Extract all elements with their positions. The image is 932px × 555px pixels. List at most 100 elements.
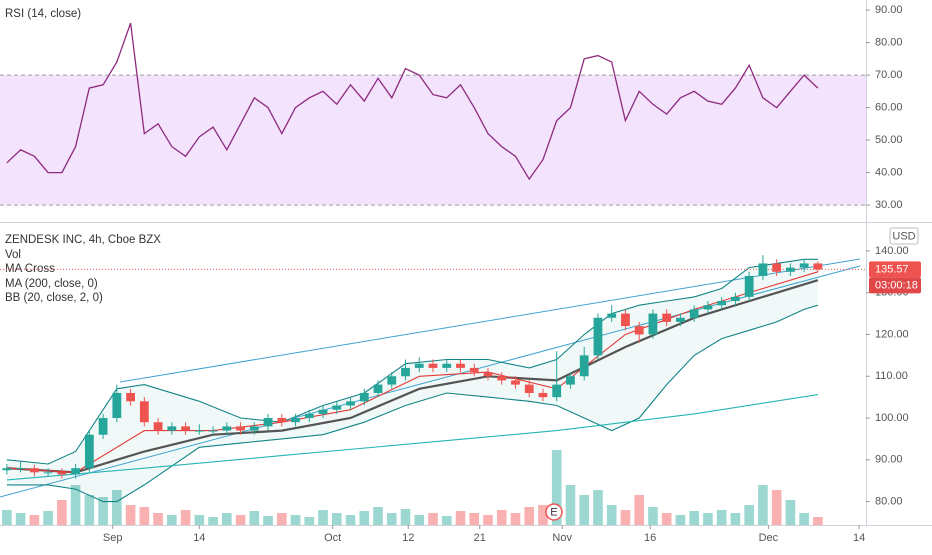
candle-body <box>222 426 232 431</box>
candle-body <box>304 413 314 419</box>
volume-bar <box>744 505 754 525</box>
candle-body <box>194 430 204 432</box>
volume-bar <box>249 511 260 525</box>
volume-bar <box>276 513 287 525</box>
candle-body <box>497 376 507 381</box>
candle-body <box>607 313 617 318</box>
volume-bar <box>551 450 562 525</box>
volume-bar <box>565 485 576 525</box>
candle-body <box>634 326 644 335</box>
candle-body <box>813 263 823 270</box>
volume-bar <box>496 510 507 525</box>
candle-body <box>43 472 53 474</box>
volume-bar <box>263 516 273 525</box>
volume-bar <box>373 507 383 525</box>
x-tick-label: Dec <box>759 532 779 544</box>
candle-body <box>799 263 809 268</box>
bb-fill <box>6 259 818 502</box>
candle-body <box>387 376 397 385</box>
candle-body <box>57 472 67 475</box>
rsi-line <box>6 22 819 181</box>
volume-bar <box>112 490 122 525</box>
volume-bar <box>235 515 246 525</box>
candle-body <box>401 367 410 377</box>
y-tick-label: 120.00 <box>875 328 909 340</box>
candle-body <box>153 422 163 431</box>
y-tick-label: 70.00 <box>875 69 903 81</box>
candle-body <box>414 363 424 368</box>
candle-body <box>662 313 672 322</box>
candle-body <box>126 392 135 402</box>
candle-body <box>373 384 383 393</box>
volume-bar <box>675 515 686 525</box>
trend-line <box>0 265 861 498</box>
candle-body <box>167 426 177 431</box>
volume-bar <box>400 509 411 525</box>
volume-bar <box>290 515 301 525</box>
trend-line <box>119 258 861 383</box>
x-tick-label: 14 <box>193 532 205 544</box>
volume-bar <box>483 515 493 525</box>
volume-bar <box>813 517 823 525</box>
x-tick-label: 21 <box>474 532 486 544</box>
y-tick-label: 90.00 <box>875 4 903 16</box>
volume-bar <box>510 513 521 525</box>
candle-body <box>29 468 39 473</box>
currency[interactable]: USD <box>892 230 915 242</box>
candle-body <box>2 468 12 471</box>
last-price-label: 135.57 <box>875 263 909 275</box>
x-tick-label: Nov <box>552 532 572 544</box>
volume-bar <box>455 511 466 525</box>
candle-body <box>318 409 328 414</box>
volume-bar <box>606 505 617 525</box>
volume-bar <box>15 513 26 525</box>
volume-bar <box>2 510 12 525</box>
background <box>0 74 866 206</box>
candle-body <box>511 380 520 385</box>
volume-bar <box>469 513 480 525</box>
x-tick-label: Sep <box>103 532 123 544</box>
candle-body <box>593 317 603 356</box>
volume-bar <box>98 497 108 525</box>
volume-bar <box>771 490 782 525</box>
volume-bar <box>318 510 328 525</box>
indicator-label: BB (20, close, 2, 0) <box>5 292 103 304</box>
volume-bar <box>524 507 535 525</box>
y-tick-label: 40.00 <box>875 167 903 179</box>
volume-bar <box>620 510 631 525</box>
candle-body <box>621 313 630 327</box>
currency-box[interactable] <box>889 227 919 245</box>
volume-bar <box>593 490 603 525</box>
candle-body <box>566 376 575 385</box>
volume-bar <box>194 515 205 525</box>
countdown-label: 03:00:18 <box>875 279 918 291</box>
volume-bar <box>221 513 232 525</box>
y-tick-label: 30.00 <box>875 199 903 211</box>
candle-body <box>291 418 300 423</box>
countdown-badge <box>869 277 921 294</box>
candle-body <box>346 401 355 406</box>
rsi-title: RSI (14, close) <box>5 8 81 20</box>
overlay-line <box>6 304 819 503</box>
overlay-line <box>6 394 818 481</box>
volume-bar <box>57 500 67 525</box>
volume-bar <box>43 511 53 525</box>
volume-bar <box>785 500 796 525</box>
event-label: E <box>550 506 557 518</box>
y-tick-label: 110.00 <box>875 370 908 382</box>
y-tick-label: 50.00 <box>875 134 903 146</box>
last-price-badge <box>869 261 921 278</box>
x-tick-label: 14 <box>853 532 865 544</box>
candle-body <box>428 363 438 368</box>
candle-body <box>456 363 465 368</box>
volume-bar <box>386 513 397 525</box>
candle-body <box>112 392 122 419</box>
volume-bar <box>538 505 548 525</box>
candle-body <box>359 392 369 402</box>
volume-bar <box>139 507 150 525</box>
candle-body <box>469 367 479 373</box>
candle-body <box>98 418 108 435</box>
volume-bar <box>304 517 315 525</box>
